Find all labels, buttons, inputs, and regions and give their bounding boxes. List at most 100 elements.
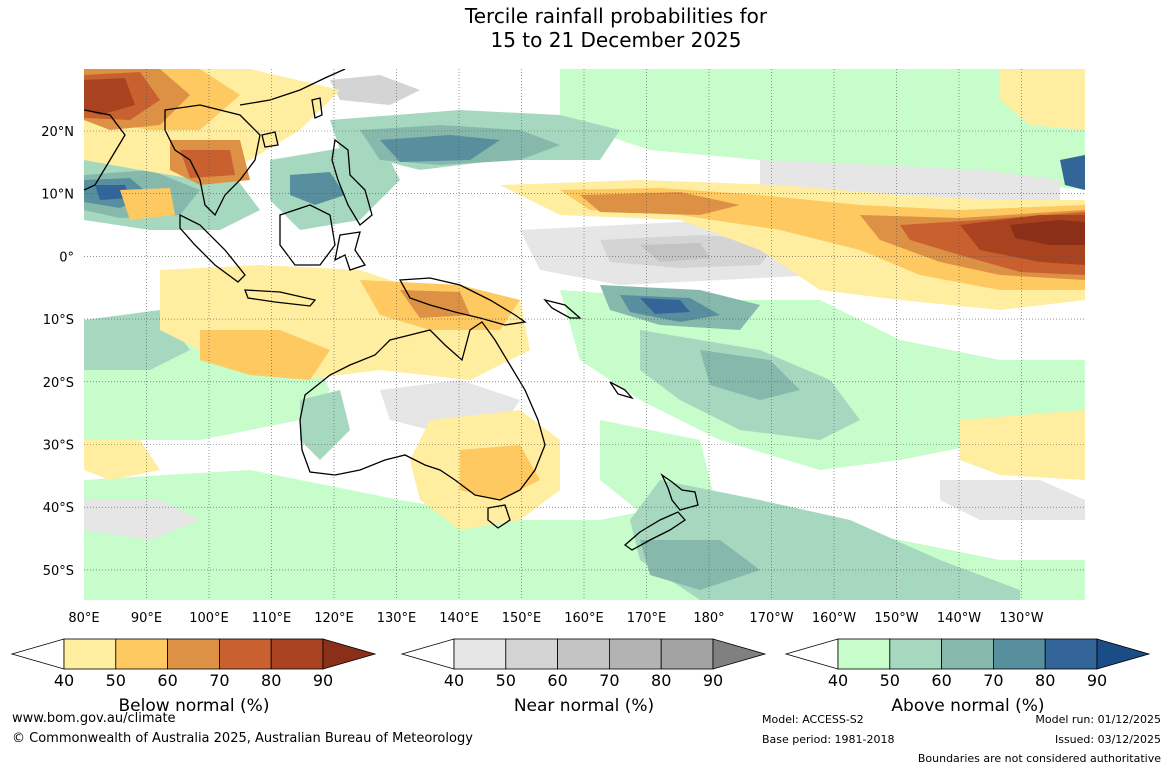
colorbars: 40 50 60 70 80 90 40 50 60 70 80 90 40 50 60 70 80 90: [10, 638, 1151, 690]
latitude-label: 20°N: [41, 125, 74, 140]
near-normal-colorbar: 40 50 60 70 80 90: [400, 638, 767, 690]
colorbar-segment: [10, 638, 65, 670]
new-guinea-outline: [398, 277, 527, 326]
longitude-label: 160°W: [812, 611, 856, 626]
china-coast: [239, 69, 346, 106]
tasmania-outline: [487, 504, 511, 529]
title-line-2: 15 to 21 December 2025: [490, 28, 742, 52]
colorbar-segment: [660, 638, 714, 670]
taiwan-outline: [311, 97, 323, 119]
colorbar-tick-label: 60: [547, 671, 567, 690]
colorbar-tick-label: 80: [1035, 671, 1055, 690]
longitude-label: 80°E: [68, 611, 99, 626]
model-run-date: Model run: 01/12/2025: [1035, 713, 1161, 726]
longitude-label: 150°W: [874, 611, 918, 626]
sulawesi-outline: [334, 231, 367, 271]
near-normal-label: Near normal (%): [513, 696, 655, 716]
australia-outline: [299, 321, 546, 501]
colorbar-segment: [167, 638, 220, 670]
solomon-outline: [543, 298, 582, 319]
latitude-label: 30°S: [43, 439, 74, 454]
longitude-label: 170°W: [749, 611, 793, 626]
model-name: Model: ACCESS-S2: [762, 713, 864, 726]
below-normal-regions: [84, 69, 1085, 530]
longitude-label: 90°E: [131, 611, 162, 626]
india-outline: [84, 109, 126, 191]
colorbar-tick-label: 70: [983, 671, 1003, 690]
colorbar-tick-label: 70: [599, 671, 619, 690]
colorbar-tick-label: 90: [703, 671, 723, 690]
colorbar-tick-label: 60: [157, 671, 177, 690]
colorbar-tick-label: 80: [651, 671, 671, 690]
latitude-label: 40°S: [43, 501, 74, 516]
colorbar-tick-label: 50: [106, 671, 126, 690]
base-period: Base period: 1981-2018: [762, 733, 895, 746]
longitude-label: 130°W: [999, 611, 1043, 626]
above-normal-colorbar: 40 50 60 70 80 90: [784, 638, 1151, 690]
hainan-outline: [261, 131, 279, 148]
colorbar-tick-label: 70: [209, 671, 229, 690]
latitude-label: 20°S: [43, 376, 74, 391]
longitude-label: 100°E: [189, 611, 229, 626]
latitude-label: 50°S: [43, 564, 74, 579]
colorbar-tick-label: 40: [54, 671, 74, 690]
longitude-label: 130°E: [377, 611, 417, 626]
colorbar-segment: [1044, 638, 1098, 670]
colorbar-segment: [270, 638, 324, 670]
longitude-label: 170°E: [627, 611, 667, 626]
nz-north-outline: [660, 473, 699, 511]
map-title: Tercile rainfall probabilities for 15 to…: [0, 4, 1173, 52]
longitude-label: 110°E: [252, 611, 292, 626]
sumatra-outline: [179, 213, 246, 283]
longitude-labels: 80°E 90°E 100°E 110°E 120°E 130°E 140°E 150°E 16…: [68, 611, 1043, 626]
colorbar-segment: [837, 638, 891, 670]
nz-south-outline: [623, 511, 686, 551]
longitude-label: 140°E: [439, 611, 479, 626]
colorbar-segment: [941, 638, 994, 670]
above-normal-label: Above normal (%): [891, 696, 1045, 716]
longitude-label: 140°W: [937, 611, 981, 626]
colorbar-tick-label: 80: [261, 671, 281, 690]
colorbar-tick-label: 60: [931, 671, 951, 690]
colorbar-segment: [505, 638, 558, 670]
colorbar-segment: [784, 638, 839, 670]
latitude-label: 0°: [59, 250, 74, 265]
colorbar-segment: [1096, 638, 1151, 670]
colorbar-segment: [712, 638, 767, 670]
colorbar-segment: [889, 638, 942, 670]
colorbar-segment: [322, 638, 377, 670]
colorbar-segment: [400, 638, 455, 670]
latitude-label: 10°S: [43, 313, 74, 328]
indochina-outline: [164, 104, 261, 217]
colorbar-segment: [609, 638, 662, 670]
colorbar-tick-label: 90: [313, 671, 333, 690]
colorbar-tick-label: 50: [496, 671, 516, 690]
philippines-outline: [331, 138, 373, 226]
colorbar-tick-label: 40: [444, 671, 464, 690]
java-outline: [244, 289, 317, 307]
longitude-label: 180°: [693, 611, 724, 626]
copyright-notice: © Commonwealth of Australia 2025, Austra…: [12, 731, 473, 746]
longitude-label: 160°E: [564, 611, 604, 626]
issued-date: Issued: 03/12/2025: [1054, 733, 1161, 746]
colorbar-segment: [993, 638, 1046, 670]
latitude-labels: 20°N 10°N 0° 10°S 20°S 30°S 40°S 50°S: [41, 125, 74, 579]
below-normal-label: Below normal (%): [118, 696, 270, 716]
new-caledonia-outline: [609, 381, 634, 400]
graticule: [84, 69, 1085, 600]
colorbar-segment: [557, 638, 610, 670]
probability-field: [84, 69, 1085, 600]
borneo-outline: [279, 204, 336, 266]
title-line-1: Tercile rainfall probabilities for: [464, 4, 768, 28]
colorbar-segment: [218, 638, 272, 670]
longitude-label: 120°E: [314, 611, 354, 626]
colorbar-segment: [453, 638, 507, 670]
below-normal-colorbar: 40 50 60 70 80 90: [10, 638, 377, 690]
colorbar-segment: [63, 638, 117, 670]
boundary-disclaimer: Boundaries are not considered authoritat…: [917, 752, 1161, 765]
colorbar-tick-label: 90: [1087, 671, 1107, 690]
colorbar-tick-label: 50: [880, 671, 900, 690]
colorbar-tick-label: 40: [828, 671, 848, 690]
coastlines: [84, 69, 699, 551]
